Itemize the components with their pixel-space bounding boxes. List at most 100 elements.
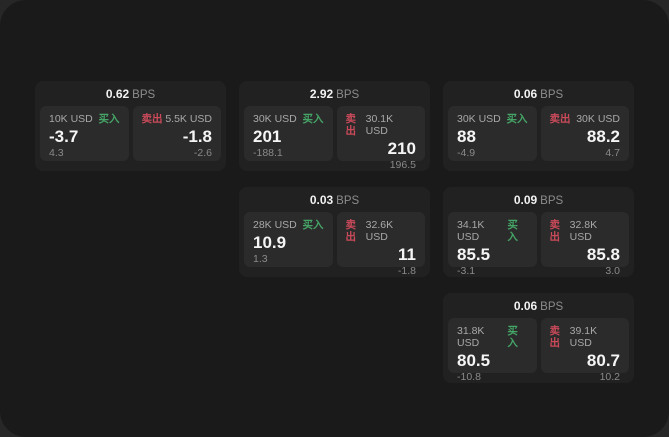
buy-price: -3.7 — [49, 127, 79, 146]
sell-side-label: 卖出 — [141, 113, 163, 125]
buy-price: 201 — [253, 127, 282, 146]
bps-unit-label: BPS — [540, 89, 564, 101]
bps-value: 0.03 — [309, 193, 334, 207]
quote-card[interactable]: 0.06 BPS 31.8K USD 买入 80.5 -10.8 卖出 39.1K… — [443, 293, 634, 383]
bps-unit-label: BPS — [336, 195, 360, 207]
sell-panel-header: 卖出 30K USD — [550, 113, 621, 125]
buy-side-label: 买入 — [302, 113, 324, 125]
buy-side-label: 买入 — [507, 325, 518, 349]
buy-quote-panel[interactable]: 31.8K USD 买入 80.5 -10.8 — [448, 318, 537, 383]
sell-amount: 39.1K USD — [569, 325, 598, 349]
sell-price: 85.8 — [586, 245, 620, 264]
sell-panel-header: 卖出 30.1K USD — [346, 113, 417, 137]
buy-quote-panel[interactable]: 30K USD 买入 201 -188.1 — [244, 106, 333, 161]
buy-side-label: 买入 — [506, 113, 528, 125]
sell-side-label: 卖出 — [345, 113, 357, 137]
bps-unit-label: BPS — [540, 301, 564, 313]
sell-amount: 30K USD — [576, 113, 620, 125]
buy-panel-header: 31.8K USD 买入 — [457, 325, 528, 349]
buy-delta: 1.3 — [253, 253, 268, 265]
buy-amount: 30K USD — [253, 113, 297, 125]
bps-value: 0.06 — [513, 299, 538, 313]
bps-unit-label: BPS — [336, 89, 360, 101]
bps-unit-label: BPS — [132, 89, 156, 101]
buy-price: 80.5 — [457, 351, 491, 370]
panels-row: 28K USD 买入 10.9 1.3 卖出 32.6K USD 11 -1.8 — [239, 212, 430, 277]
bps-value: 0.06 — [513, 87, 538, 101]
buy-panel-header: 30K USD 买入 — [457, 113, 528, 125]
sell-side-label: 卖出 — [345, 219, 357, 243]
sell-panel-header: 卖出 32.6K USD — [346, 219, 417, 243]
sell-delta: 3.0 — [605, 265, 620, 277]
buy-amount: 10K USD — [49, 113, 93, 125]
sell-quote-panel[interactable]: 卖出 32.8K USD 85.8 3.0 — [540, 212, 629, 277]
panels-row: 31.8K USD 买入 80.5 -10.8 卖出 39.1K USD 80.… — [443, 318, 634, 383]
sell-delta: -1.8 — [397, 265, 416, 277]
buy-delta: -10.8 — [457, 371, 481, 383]
sell-quote-panel[interactable]: 卖出 5.5K USD -1.8 -2.6 — [132, 106, 221, 161]
sell-panel-header: 卖出 5.5K USD — [142, 113, 213, 125]
card-header: 0.62 BPS — [35, 81, 226, 106]
buy-amount: 28K USD — [253, 219, 297, 231]
bps-value: 0.62 — [105, 87, 130, 101]
buy-price: 10.9 — [253, 233, 287, 252]
quote-card[interactable]: 0.62 BPS 10K USD 买入 -3.7 4.3 卖出 5.5K USD … — [35, 81, 226, 171]
bps-value: 0.09 — [513, 193, 538, 207]
buy-side-label: 买入 — [98, 113, 120, 125]
sell-quote-panel[interactable]: 卖出 30K USD 88.2 4.7 — [540, 106, 629, 161]
panels-row: 10K USD 买入 -3.7 4.3 卖出 5.5K USD -1.8 -2.… — [35, 106, 226, 166]
sell-delta: 4.7 — [605, 147, 620, 159]
sell-side-label: 卖出 — [549, 113, 571, 125]
sell-quote-panel[interactable]: 卖出 32.6K USD 11 -1.8 — [336, 212, 425, 277]
buy-price: 85.5 — [457, 245, 491, 264]
sell-delta: 196.5 — [389, 159, 416, 171]
card-header: 0.06 BPS — [443, 81, 634, 106]
sell-quote-panel[interactable]: 卖出 39.1K USD 80.7 10.2 — [540, 318, 629, 383]
buy-panel-header: 10K USD 买入 — [49, 113, 120, 125]
sell-price: 80.7 — [586, 351, 620, 370]
buy-amount: 30K USD — [457, 113, 501, 125]
buy-quote-panel[interactable]: 34.1K USD 买入 85.5 -3.1 — [448, 212, 537, 277]
buy-quote-panel[interactable]: 30K USD 买入 88 -4.9 — [448, 106, 537, 161]
buy-price: 88 — [457, 127, 476, 146]
sell-panel-header: 卖出 32.8K USD — [550, 219, 621, 243]
sell-amount: 32.8K USD — [569, 219, 598, 243]
quote-card[interactable]: 0.09 BPS 34.1K USD 买入 85.5 -3.1 卖出 32.8K … — [443, 187, 634, 277]
sell-side-label: 卖出 — [549, 219, 561, 243]
sell-quote-panel[interactable]: 卖出 30.1K USD 210 196.5 — [336, 106, 425, 171]
sell-price: 88.2 — [586, 127, 620, 146]
buy-panel-header: 34.1K USD 买入 — [457, 219, 528, 243]
sell-amount: 30.1K USD — [365, 113, 394, 137]
buy-panel-header: 28K USD 买入 — [253, 219, 324, 231]
sell-price: -1.8 — [182, 127, 212, 146]
panels-row: 30K USD 买入 88 -4.9 卖出 30K USD 88.2 4.7 — [443, 106, 634, 166]
buy-amount: 34.1K USD — [457, 219, 485, 243]
sell-delta: -2.6 — [193, 147, 212, 159]
sell-side-label: 卖出 — [549, 325, 561, 349]
buy-delta: -188.1 — [253, 147, 283, 159]
buy-quote-panel[interactable]: 28K USD 买入 10.9 1.3 — [244, 212, 333, 267]
panels-row: 34.1K USD 买入 85.5 -3.1 卖出 32.8K USD 85.8… — [443, 212, 634, 277]
bps-value: 2.92 — [309, 87, 334, 101]
buy-side-label: 买入 — [302, 219, 324, 231]
bps-unit-label: BPS — [540, 195, 564, 207]
sell-amount: 32.6K USD — [365, 219, 394, 243]
quote-card[interactable]: 0.03 BPS 28K USD 买入 10.9 1.3 卖出 32.6K USD… — [239, 187, 430, 277]
buy-delta: -3.1 — [457, 265, 476, 277]
buy-amount: 31.8K USD — [457, 325, 485, 349]
panels-row: 30K USD 买入 201 -188.1 卖出 30.1K USD 210 1… — [239, 106, 430, 171]
quote-card[interactable]: 0.06 BPS 30K USD 买入 88 -4.9 卖出 30K USD 88… — [443, 81, 634, 171]
card-header: 0.03 BPS — [239, 187, 430, 212]
card-header: 0.09 BPS — [443, 187, 634, 212]
sell-amount: 5.5K USD — [165, 113, 212, 125]
card-header: 2.92 BPS — [239, 81, 430, 106]
buy-delta: 4.3 — [49, 147, 64, 159]
buy-panel-header: 30K USD 买入 — [253, 113, 324, 125]
sell-price: 210 — [387, 139, 416, 158]
quote-card[interactable]: 2.92 BPS 30K USD 买入 201 -188.1 卖出 30.1K U… — [239, 81, 430, 171]
card-header: 0.06 BPS — [443, 293, 634, 318]
buy-quote-panel[interactable]: 10K USD 买入 -3.7 4.3 — [40, 106, 129, 161]
sell-delta: 10.2 — [599, 371, 620, 383]
buy-delta: -4.9 — [457, 147, 476, 159]
